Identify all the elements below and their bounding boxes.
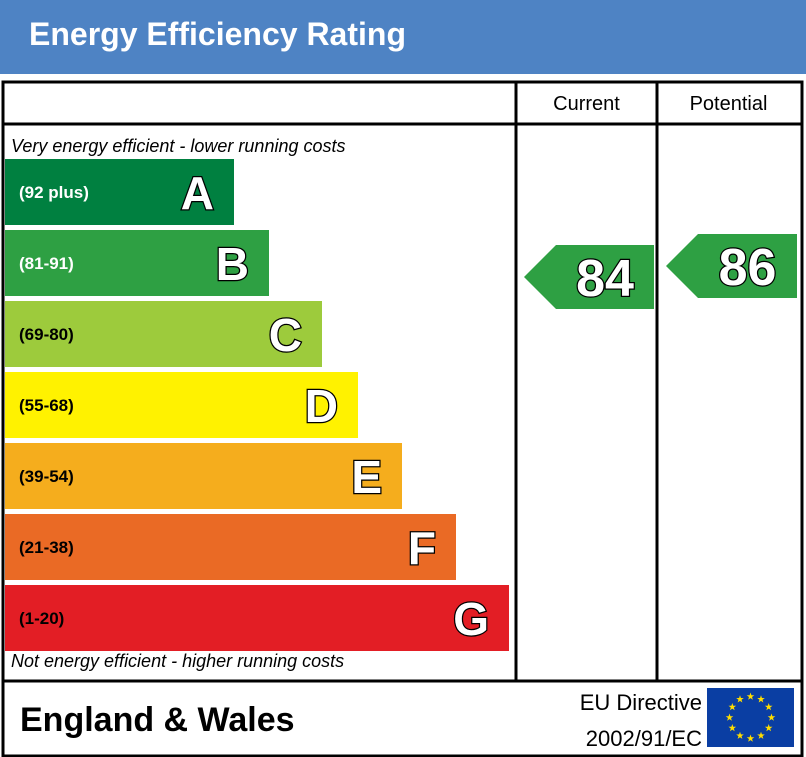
band-range-c: (69-80) [19, 325, 74, 344]
eu-flag-icon [707, 688, 794, 747]
band-bar-e [5, 443, 402, 509]
rating-bands: (92 plus) A (81-91) B (69-80) C (55-68) D (39-54… [5, 159, 509, 651]
eu-star-icon [728, 724, 737, 732]
band-range-g: (1-20) [19, 609, 64, 628]
eu-star-icon [736, 695, 744, 703]
band-bar-b [5, 230, 269, 296]
band-letter-e: E [351, 451, 382, 503]
current-rating-value: 84 [576, 250, 634, 308]
band-range-b: (81-91) [19, 254, 74, 273]
band-range-a: (92 plus) [19, 183, 89, 202]
potential-rating-value: 86 [719, 239, 777, 297]
eu-star-icon [728, 703, 737, 711]
eu-star-icon [767, 713, 776, 721]
rating-arrows: 84 86 [524, 234, 797, 309]
eu-star-icon [746, 692, 755, 700]
band-letter-g: G [453, 593, 489, 645]
eu-star-icon [746, 734, 755, 742]
band-letter-a: A [181, 167, 214, 219]
eu-star-icon [736, 731, 744, 739]
current-rating-arrow [524, 245, 654, 309]
page-title: Energy Efficiency Rating [29, 16, 406, 52]
band-range-e: (39-54) [19, 467, 74, 486]
band-bar-c [5, 301, 322, 367]
eu-star-icon [725, 713, 734, 721]
bottom-note: Not energy efficient - higher running co… [11, 651, 345, 671]
header-bar: Energy Efficiency Rating [0, 0, 806, 74]
eu-star-icon [757, 731, 765, 739]
directive-line2: 2002/91/EC [585, 726, 702, 751]
band-bar-a [5, 159, 234, 225]
eu-star-icon [764, 703, 773, 711]
band-bar-g [5, 585, 509, 651]
potential-column-header: Potential [689, 93, 768, 115]
potential-rating-arrow [666, 234, 797, 298]
top-note: Very energy efficient - lower running co… [11, 136, 346, 156]
directive-line1: EU Directive [579, 690, 702, 715]
current-column-header: Current [553, 93, 620, 115]
band-letter-c: C [269, 309, 302, 361]
band-letter-b: B [216, 238, 249, 290]
band-range-d: (55-68) [19, 396, 74, 415]
band-range-f: (21-38) [19, 538, 74, 557]
band-letter-d: D [305, 380, 338, 432]
band-letter-f: F [408, 522, 436, 574]
band-bar-d [5, 372, 358, 438]
eu-star-icon [764, 724, 773, 732]
eu-star-icon [757, 695, 765, 703]
region-label: England & Wales [20, 701, 295, 739]
chart-frame [1, 80, 804, 757]
band-bar-f [5, 514, 456, 580]
